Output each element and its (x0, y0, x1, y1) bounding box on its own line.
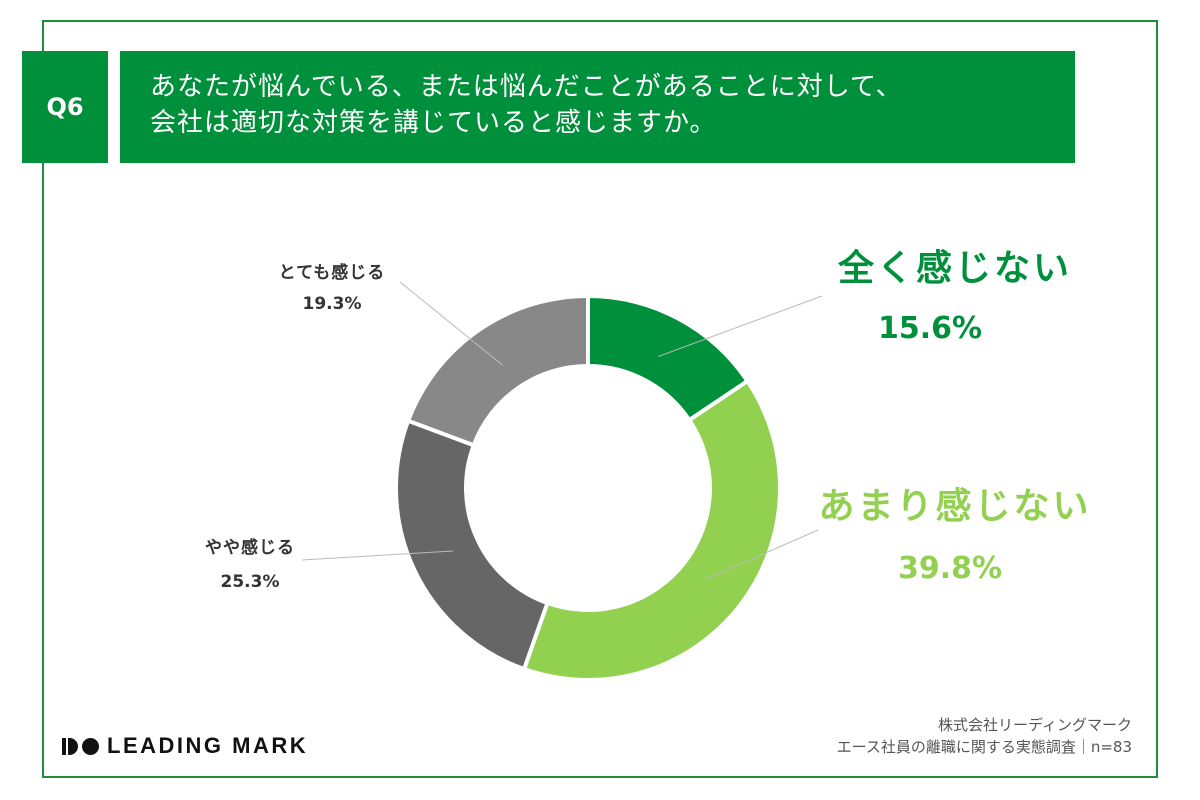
leader-line-4 (399, 281, 504, 366)
donut-slice-4 (405, 293, 590, 448)
leader-line-1 (657, 295, 823, 358)
question-text-line-2: 会社は適切な対策を講じていると感じますか。 (150, 108, 717, 138)
donut-slice-3 (394, 418, 550, 672)
source-note: 株式会社リーディングマーク エース社員の離職に関する実態調査｜n=83 (837, 714, 1132, 758)
slice-value-4: 19.3% (303, 294, 362, 314)
donut-slice-2 (521, 378, 782, 682)
question-number-badge: Q6 (22, 51, 108, 163)
content-frame (42, 20, 1158, 778)
source-survey: エース社員の離職に関する実態調査｜n=83 (836, 738, 1132, 756)
slice-value-1: 15.6% (878, 311, 982, 346)
question-number: Q6 (46, 93, 84, 121)
slice-label-3: やや感じる (205, 537, 295, 558)
question-text-line-1: あなたが悩んでいる、または悩んだことがあることに対して、 (150, 72, 903, 102)
logo-mark-icon (62, 737, 99, 755)
leading-mark-logo: LEADING MARK (62, 733, 308, 759)
question-banner: あなたが悩んでいる、または悩んだことがあることに対して、 会社は適切な対策を講じ… (120, 51, 1075, 163)
logo-text: LEADING MARK (107, 733, 309, 758)
leader-line-2 (705, 529, 819, 580)
slice-value-2: 39.8% (898, 551, 1002, 586)
slice-label-2: あまり感じない (818, 486, 1091, 527)
leader-line-3 (301, 550, 454, 561)
source-company: 株式会社リーディングマーク (938, 716, 1132, 734)
slice-value-3: 25.3% (221, 572, 280, 592)
slice-label-4: とても感じる (279, 262, 386, 283)
slice-label-1: 全く感じない (837, 247, 1072, 289)
